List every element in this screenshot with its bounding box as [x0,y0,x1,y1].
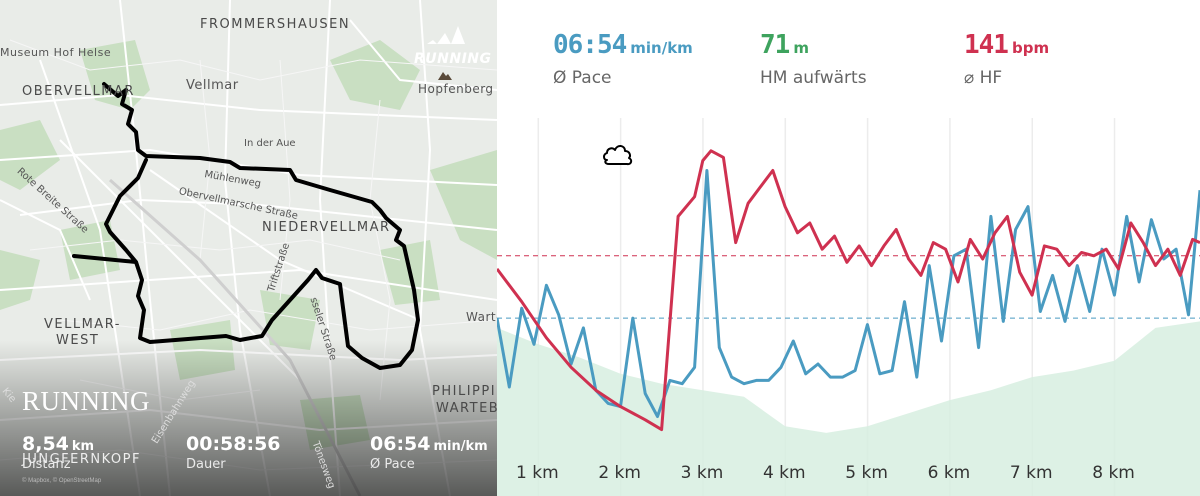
map-base [0,0,497,496]
brand-label: RUNNING [414,51,492,67]
summary-heartrate: 141 bpm ⌀ HF [964,30,1049,88]
place-frommershausen: FROMMERSHAUSEN [200,17,351,32]
place-warte: Warte [466,310,497,324]
summary-heartrate-unit: bpm [1011,39,1050,57]
x-tick-label: 6 km [928,463,971,483]
summary-elevation: 71 m HM aufwärts [760,30,867,88]
place-in-der-aue: In der Aue [244,138,296,149]
map-stat-duration: 00:58:56 Dauer [186,433,284,472]
place-vellmar: Vellmar [186,78,239,93]
summary-elevation-value: 71 [760,30,790,60]
x-tick-label: 7 km [1010,463,1053,483]
x-tick-label: 3 km [681,463,724,483]
stats-panel: 06:54 min/km Ø Pace 71 m HM aufwärts 141 bp… [497,0,1200,496]
map-attribution[interactable]: © Mapbox, © OpenStreetMap [22,478,102,484]
mountain-icon [438,72,452,80]
place-niedervellmar: NIEDERVELLMAR [262,220,391,235]
pace-line [497,169,1200,418]
place-obervellmar: OBERVELLMAR [22,84,135,99]
place-philippinen-1: PHILIPPINEN [432,384,497,399]
run-chart[interactable]: 1 km 2 km 3 km 4 km 5 km 6 km 7 km 8 km [497,118,1200,496]
pace-label: Ø Pace [370,457,415,472]
summary-elevation-label: HM aufwärts [760,68,867,88]
adidas-stripes-icon [427,26,465,44]
route-line [72,82,420,370]
distance-value: 8,54 [22,433,69,455]
place-hopfenberg: Hopfenberg [418,82,494,96]
distance-unit: km [71,439,95,454]
summary-elevation-unit: m [793,39,809,57]
activity-title: RUNNING [22,386,150,416]
map-shade [0,340,497,496]
x-tick-label: 5 km [845,463,888,483]
duration-label: Dauer [186,457,226,472]
pace-unit: min/km [433,439,488,454]
route-map[interactable]: FROMMERSHAUSEN Museum Hof Helse OBERVELL… [0,0,497,496]
heartrate-line [497,149,1200,432]
x-tick-label: 1 km [516,463,559,483]
duration-value: 00:58:56 [186,433,281,455]
x-tick-label: 2 km [598,463,641,483]
place-vellmar-west-2: WEST [56,333,100,348]
place-vellmar-west-1: VELLMAR- [44,317,121,332]
pace-value: 06:54 [370,433,431,455]
summary-heartrate-value: 141 [964,30,1009,60]
x-tick-label: 4 km [763,463,806,483]
place-philippinen-2: WARTEB [436,401,497,416]
brand-logo: RUNNING [414,22,492,85]
summary-pace-value: 06:54 [553,30,627,60]
summary-pace: 06:54 min/km Ø Pace [553,30,693,88]
summary-pace-label: Ø Pace [553,68,612,88]
summary-pace-unit: min/km [630,39,693,57]
place-jungfernkopf: JUNGFERNKOPF [22,452,141,467]
elevation-area [497,321,1200,496]
x-tick-label: 8 km [1092,463,1135,483]
place-museum: Museum Hof Helse [0,46,112,59]
x-axis-ticks: 1 km 2 km 3 km 4 km 5 km 6 km 7 km 8 km [516,463,1135,483]
map-stat-pace: 06:54 min/km Ø Pace [370,433,488,472]
summary-heartrate-label: ⌀ HF [964,68,1003,88]
distance-label: Distanz [22,457,71,472]
cloud-icon [603,145,633,166]
map-stat-distance: 8,54 km Distanz [22,433,94,472]
